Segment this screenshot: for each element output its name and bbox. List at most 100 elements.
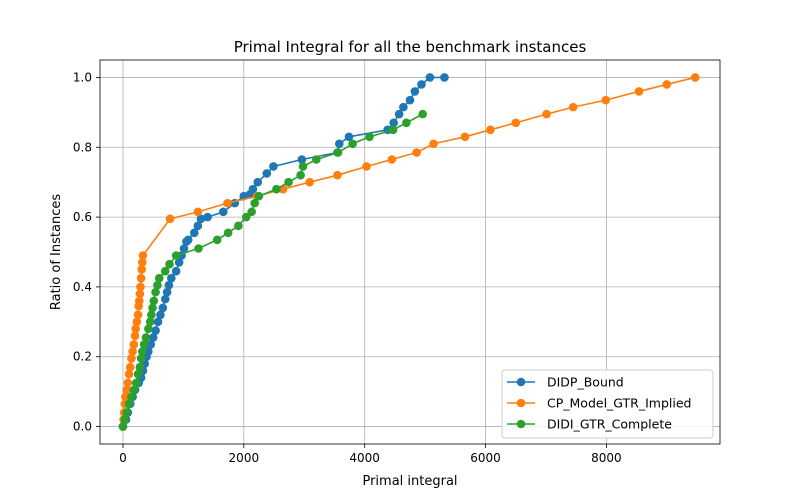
data-point: [542, 109, 551, 119]
data-point: [122, 385, 131, 395]
data-point: [153, 317, 163, 327]
chart-title: Primal Integral for all the benchmark in…: [234, 38, 587, 56]
data-point: [429, 139, 438, 149]
data-point: [402, 118, 411, 128]
data-point: [129, 340, 139, 349]
legend-items: DIDP_Bound CP_Model_GTR_Implied DIDI_GTR_C…: [507, 375, 691, 432]
data-point: [137, 265, 146, 274]
data-point: [254, 191, 264, 201]
data-point: [284, 177, 293, 187]
data-point: [262, 169, 272, 178]
axis-ticks: 0 2000 4000 6000 8000 0.0 0.2 0.4 0.6 0.8 1.0: [73, 70, 622, 465]
x-tick-label: 4000: [349, 451, 380, 465]
data-point: [333, 148, 343, 157]
data-point: [148, 333, 158, 342]
data-point: [133, 369, 143, 379]
data-point: [394, 109, 404, 119]
data-point: [388, 125, 398, 135]
x-tick-label: 0: [119, 451, 127, 465]
data-point: [167, 273, 176, 283]
data-point: [410, 87, 420, 96]
data-point: [365, 132, 374, 142]
series-layer: [118, 73, 700, 431]
data-point: [129, 385, 139, 395]
data-point: [133, 310, 143, 320]
x-tick-label: 6000: [470, 451, 501, 465]
data-point: [247, 207, 256, 217]
data-point: [122, 408, 131, 417]
plot-frame: [99, 59, 721, 445]
data-point: [125, 362, 135, 372]
data-point: [297, 155, 307, 164]
data-point: [151, 326, 160, 335]
data-point: [250, 198, 259, 208]
legend-marker: [516, 377, 526, 387]
data-point: [333, 170, 342, 180]
y-axis-label: Ratio of Instances: [49, 194, 64, 310]
data-point: [179, 244, 189, 253]
data-point: [348, 139, 357, 149]
data-point: [138, 258, 147, 267]
y-tick-label: 0.8: [73, 140, 92, 154]
data-point: [127, 354, 136, 363]
data-point: [136, 354, 146, 363]
data-point: [248, 184, 258, 194]
data-point: [154, 273, 164, 283]
legend-label: DIDP_Bound: [547, 375, 624, 390]
y-tick-label: 0.6: [73, 210, 92, 224]
data-point: [153, 280, 162, 290]
data-point: [141, 333, 151, 342]
data-point: [389, 118, 398, 128]
data-point: [412, 148, 421, 157]
data-point: [136, 282, 145, 292]
data-point: [486, 125, 495, 135]
data-point: [362, 162, 371, 171]
data-point: [203, 212, 212, 222]
data-point: [298, 162, 308, 171]
data-point: [234, 221, 243, 231]
data-point: [130, 331, 140, 341]
data-point: [568, 102, 578, 112]
data-point: [194, 244, 203, 253]
data-point: [399, 102, 408, 112]
data-point: [171, 266, 181, 276]
data-point: [241, 212, 251, 222]
data-point: [418, 109, 427, 119]
data-point: [132, 317, 142, 327]
x-tick-label: 2000: [229, 451, 260, 465]
data-point: [131, 378, 141, 388]
data-point: [149, 296, 159, 306]
data-point: [296, 170, 305, 180]
data-point: [148, 303, 157, 313]
legend-box: [501, 369, 714, 439]
data-point: [145, 317, 155, 327]
series-didi-gtr-complete: [118, 109, 427, 431]
y-tick-label: 1.0: [73, 70, 92, 84]
data-point: [511, 118, 521, 128]
data-point: [218, 207, 228, 217]
data-point: [305, 177, 314, 187]
legend: DIDP_Bound CP_Model_GTR_Implied DIDI_GTR_C…: [501, 369, 714, 439]
data-point: [212, 235, 222, 245]
data-point: [634, 87, 644, 96]
data-point: [272, 184, 281, 194]
data-point: [165, 259, 174, 269]
data-point: [124, 399, 134, 409]
data-point: [165, 214, 175, 224]
data-point: [135, 362, 145, 372]
data-point: [171, 251, 181, 260]
data-point: [160, 294, 170, 304]
data-point: [156, 310, 165, 320]
data-point: [460, 132, 470, 142]
data-point: [223, 198, 232, 208]
x-tick-label: 8000: [591, 451, 622, 465]
data-point: [425, 73, 435, 82]
data-point: [174, 258, 184, 267]
data-point: [196, 214, 206, 224]
data-point: [405, 95, 415, 105]
y-tick-label: 0.4: [73, 280, 92, 294]
data-point: [417, 80, 426, 89]
legend-label: CP_Model_GTR_Implied: [547, 396, 691, 411]
data-point: [162, 287, 172, 297]
